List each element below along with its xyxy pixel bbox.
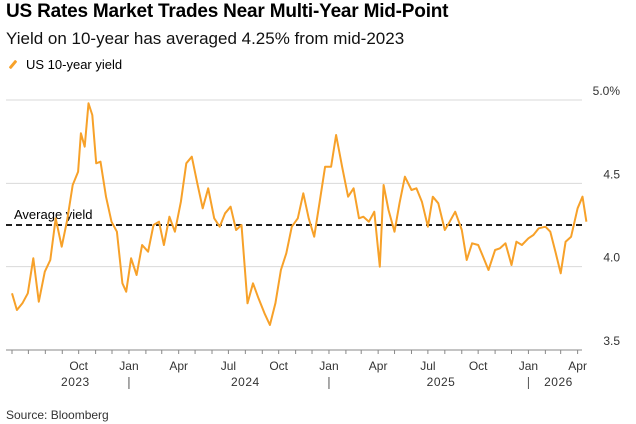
y-tick-label: 3.5 <box>603 334 620 348</box>
x-tick-label: Apr <box>369 359 388 373</box>
legend: US 10-year yield <box>8 57 122 72</box>
x-tick-label: Jan <box>519 359 538 373</box>
y-tick-label: 5.0% <box>593 84 621 98</box>
x-tick-label: Oct <box>269 359 288 373</box>
x-tick-label: Apr <box>169 359 188 373</box>
x-tick-label: Jan <box>319 359 338 373</box>
x-tick-label: Oct <box>69 359 88 373</box>
x-tick-label: Jan <box>119 359 138 373</box>
year-label: 2025 <box>427 375 456 389</box>
x-tick-label: Jul <box>420 359 435 373</box>
legend-label: US 10-year yield <box>26 57 123 72</box>
y-tick-label: 4.5 <box>603 167 620 181</box>
x-tick-label: Jul <box>221 359 236 373</box>
series-line <box>11 102 588 326</box>
x-tick-label: Oct <box>469 359 488 373</box>
chart-subtitle: Yield on 10-year has averaged 4.25% from… <box>6 29 405 48</box>
chart-title: US Rates Market Trades Near Multi-Year M… <box>6 1 449 22</box>
average-label: Average yield <box>14 207 93 222</box>
year-label: 2026 <box>544 375 573 389</box>
year-label: 2023 <box>61 375 90 389</box>
year-label: 2024 <box>231 375 260 389</box>
y-tick-label: 4.0 <box>603 251 620 265</box>
source-note: Source: Bloomberg <box>6 408 109 422</box>
x-tick-label: Apr <box>568 359 587 373</box>
